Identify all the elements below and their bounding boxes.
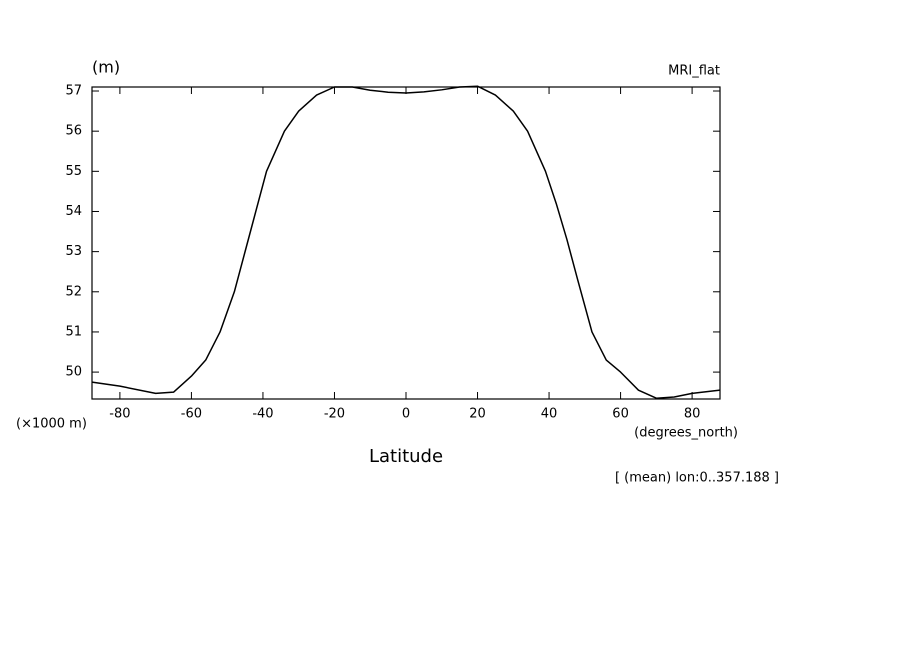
x-tick-label: 0 bbox=[402, 407, 410, 422]
x-tick-label: -60 bbox=[181, 407, 202, 422]
x-tick-label: -80 bbox=[109, 407, 130, 422]
x-axis-title: Latitude bbox=[369, 446, 443, 467]
footnote: [ (mean) lon:0..357.188 ] bbox=[615, 471, 779, 486]
y-tick-label: 57 bbox=[65, 84, 82, 99]
y-tick-label: 56 bbox=[65, 124, 82, 139]
x-tick-label: -20 bbox=[324, 407, 345, 422]
x-tick-label: 80 bbox=[684, 407, 701, 422]
y-tick-label: 55 bbox=[65, 164, 82, 179]
x-unit: (degrees_north) bbox=[634, 426, 738, 441]
plot-frame bbox=[91, 86, 721, 400]
y-unit: (m) bbox=[92, 58, 120, 77]
x-tick-label: 20 bbox=[469, 407, 486, 422]
x-tick-label: 40 bbox=[541, 407, 558, 422]
y-tick-label: 54 bbox=[65, 204, 82, 219]
chart-title: MRI_flat bbox=[668, 64, 720, 79]
y-tick-label: 51 bbox=[65, 324, 82, 339]
x-tick-label: -40 bbox=[252, 407, 273, 422]
y-tick-label: 50 bbox=[65, 365, 82, 380]
y-tick-label: 53 bbox=[65, 244, 82, 259]
y-scale-label: (×1000 m) bbox=[16, 417, 87, 432]
y-tick-label: 52 bbox=[65, 284, 82, 299]
data-line bbox=[91, 85, 721, 399]
x-tick-label: 60 bbox=[612, 407, 629, 422]
